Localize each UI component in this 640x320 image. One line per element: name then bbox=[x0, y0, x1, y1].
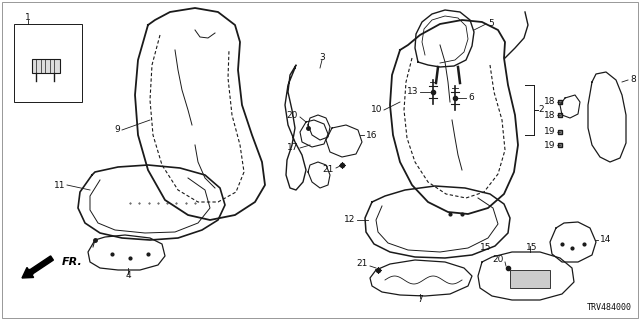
Text: 10: 10 bbox=[371, 106, 382, 115]
Text: 7: 7 bbox=[417, 295, 423, 305]
Text: 8: 8 bbox=[630, 76, 636, 84]
Bar bbox=[14, 24, 82, 102]
Text: 17: 17 bbox=[287, 143, 298, 153]
Text: TRV484000: TRV484000 bbox=[587, 303, 632, 312]
Text: 15: 15 bbox=[526, 244, 538, 252]
Text: 5: 5 bbox=[488, 20, 493, 28]
Text: 3: 3 bbox=[319, 53, 325, 62]
Text: 14: 14 bbox=[600, 236, 611, 244]
Text: FR.: FR. bbox=[62, 257, 83, 267]
Bar bbox=[32, 59, 60, 73]
Text: 9: 9 bbox=[115, 125, 120, 134]
Text: 20: 20 bbox=[287, 110, 298, 119]
Text: 15: 15 bbox=[480, 244, 492, 252]
Text: 20: 20 bbox=[493, 255, 504, 265]
Text: 11: 11 bbox=[54, 180, 65, 189]
Text: 19: 19 bbox=[543, 140, 555, 149]
Text: 21: 21 bbox=[323, 165, 334, 174]
Text: 21: 21 bbox=[356, 260, 368, 268]
Text: 13: 13 bbox=[406, 87, 418, 97]
Text: 4: 4 bbox=[125, 271, 131, 281]
Text: 16: 16 bbox=[366, 131, 378, 140]
Text: 1: 1 bbox=[25, 13, 31, 22]
FancyArrow shape bbox=[22, 256, 53, 278]
Text: 6: 6 bbox=[468, 93, 474, 102]
Bar bbox=[510, 270, 550, 288]
Text: 18: 18 bbox=[543, 98, 555, 107]
Text: 12: 12 bbox=[344, 215, 355, 225]
Text: 19: 19 bbox=[543, 127, 555, 137]
Text: 2: 2 bbox=[538, 106, 543, 115]
Text: 18: 18 bbox=[543, 110, 555, 119]
